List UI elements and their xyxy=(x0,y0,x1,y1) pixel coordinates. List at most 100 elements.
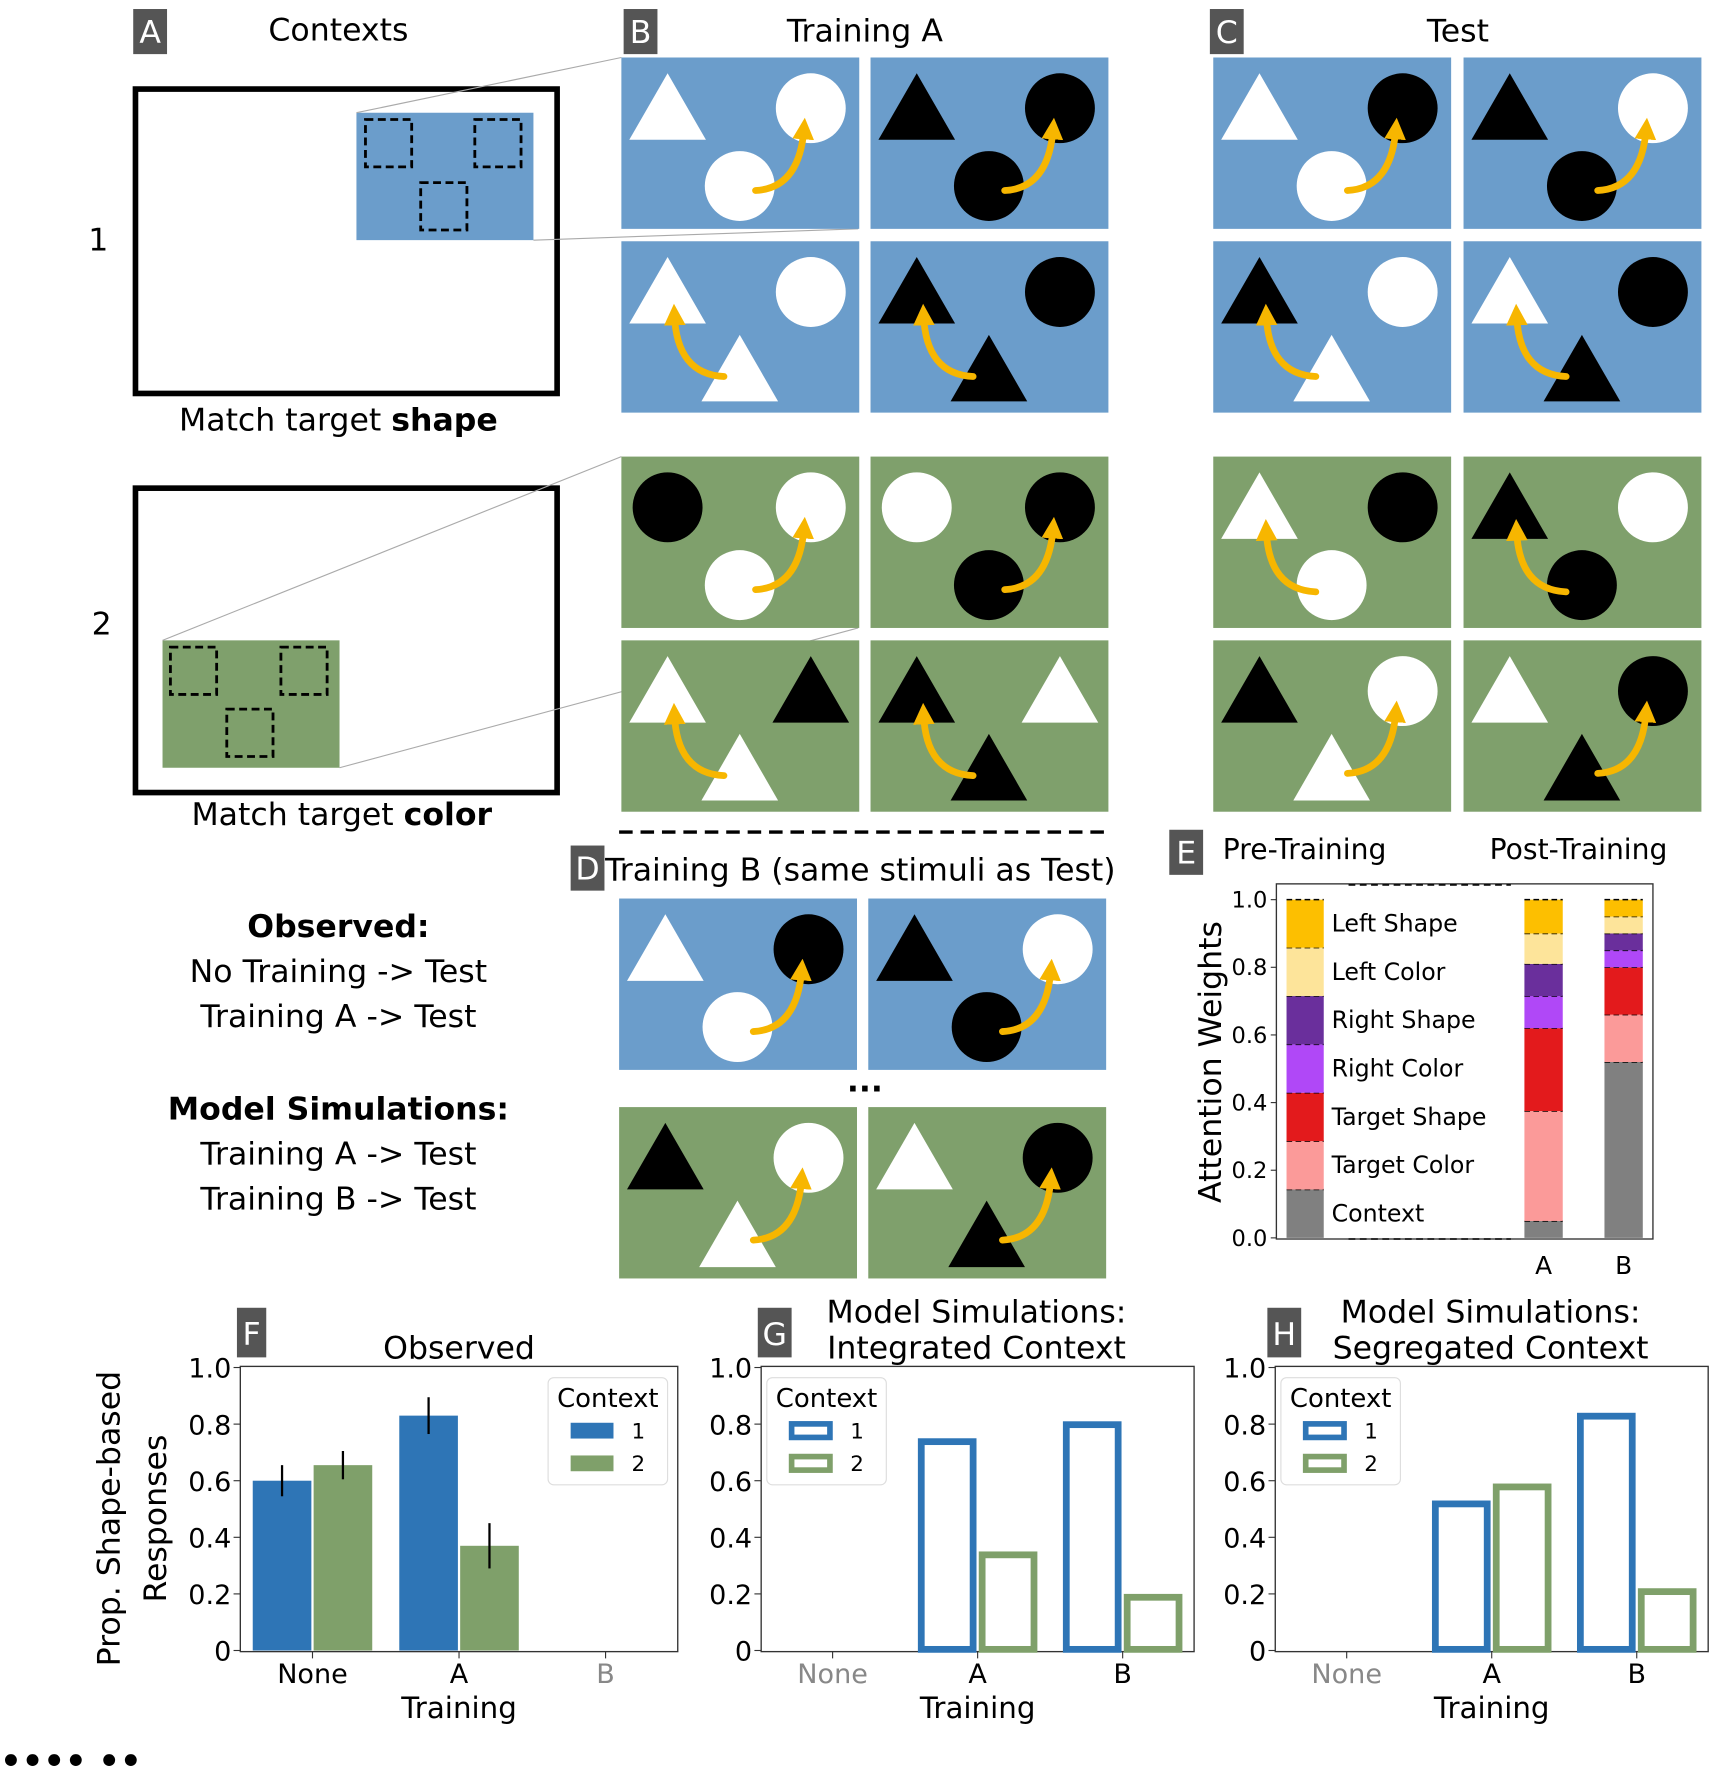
bar-context-2 xyxy=(1492,1483,1552,1653)
stimulus-tile xyxy=(621,241,860,413)
ellipsis: ... xyxy=(847,1063,883,1099)
bar-segment-context xyxy=(1286,1189,1324,1238)
integrated-context-chart: G Model Simulations: Integrated Context … xyxy=(709,1294,1195,1725)
zoom-connector-lines xyxy=(162,56,859,769)
connector-line xyxy=(356,56,622,114)
y-tick-label: 1.0 xyxy=(1223,1354,1266,1385)
legend-label: 1 xyxy=(850,1420,864,1445)
stimulus-tile xyxy=(1463,456,1702,628)
bar-context-1 xyxy=(1062,1421,1122,1653)
context-2-caption: Match target color xyxy=(191,797,492,833)
panel-label-box xyxy=(236,1307,267,1358)
white-triangle-left xyxy=(876,1122,953,1190)
connector-line xyxy=(533,228,859,241)
context-1-number: 1 xyxy=(88,222,108,258)
segment-label: Right Shape xyxy=(1332,1006,1476,1034)
model-heading: Model Simulations: xyxy=(168,1091,509,1127)
black-circle-right xyxy=(1367,472,1438,543)
stimulus-tile xyxy=(619,898,857,1070)
segment-label: Target Shape xyxy=(1331,1103,1487,1131)
context-1-screen xyxy=(132,86,560,397)
bar-context-1 xyxy=(1576,1412,1636,1653)
panel-label-box xyxy=(1267,1307,1302,1358)
stimulus-tile xyxy=(1213,57,1452,229)
bar-segment-target-color xyxy=(1286,1141,1324,1190)
white-triangle-target xyxy=(1293,334,1370,402)
white-circle-target xyxy=(1296,550,1367,621)
panel-label-f: F xyxy=(243,1317,261,1353)
panel-label-d: D xyxy=(575,851,599,887)
slot-left xyxy=(364,118,414,169)
context-2-slots xyxy=(169,645,329,758)
bar-segment-target-color xyxy=(1524,1111,1563,1221)
x-axis-label: Training xyxy=(919,1691,1036,1725)
chart-title-line2: Segregated Context xyxy=(1333,1331,1649,1367)
choice-arrow-icon xyxy=(1344,117,1406,194)
choice-arrow-icon xyxy=(913,303,977,380)
x-tick-label: B xyxy=(1113,1659,1132,1690)
bar-segment-target-shape xyxy=(1604,967,1643,1015)
context-2-background xyxy=(162,640,340,768)
black-circle-right xyxy=(1022,1122,1093,1193)
stimulus-tile xyxy=(870,241,1109,413)
black-circle-target xyxy=(1546,151,1617,221)
panel-label-box xyxy=(570,845,605,891)
bar-context-2 xyxy=(313,1465,373,1651)
footer-fragment: •••• •• xyxy=(0,1741,141,1770)
segment-label: Target Color xyxy=(1331,1151,1475,1179)
legend-label: 2 xyxy=(1364,1452,1378,1477)
legend: Context 1 2 xyxy=(1280,1377,1401,1486)
y-tick-label: 0 xyxy=(735,1637,752,1668)
y-tick-label: 0.8 xyxy=(1232,955,1268,981)
choice-arrow-icon xyxy=(913,702,977,780)
choice-arrow-icon xyxy=(999,1167,1061,1244)
black-triangle-left xyxy=(876,914,953,981)
panel-c-title: Test xyxy=(1426,14,1489,50)
white-circle-right xyxy=(773,1122,844,1193)
stimulus-tile xyxy=(868,898,1107,1070)
chart-title-line1: Model Simulations: xyxy=(827,1294,1127,1330)
stimulus-tile xyxy=(619,1107,857,1279)
white-triangle-left xyxy=(629,73,706,140)
y-tick-label: 0 xyxy=(214,1637,231,1668)
slot-right xyxy=(279,645,329,696)
black-triangle-left xyxy=(627,1122,704,1190)
legend-label: 1 xyxy=(632,1420,646,1445)
observed-item: Training A -> Test xyxy=(199,999,476,1035)
black-triangle-left xyxy=(1471,73,1549,140)
white-triangle-left xyxy=(1471,257,1549,324)
bar-context-2 xyxy=(978,1551,1038,1653)
black-triangle-left xyxy=(1221,257,1298,324)
x-tick-label: None xyxy=(277,1659,348,1690)
segment-label: Right Color xyxy=(1332,1054,1464,1082)
bar-segment-right-color xyxy=(1286,1044,1324,1093)
bar-segment-target-shape xyxy=(1524,1028,1563,1112)
x-tick-label: A xyxy=(1535,1251,1552,1280)
black-circle-target xyxy=(951,992,1022,1062)
y-tick-label: 0.6 xyxy=(1223,1467,1266,1498)
bar-context-1 xyxy=(1431,1500,1491,1653)
choice-arrow-icon xyxy=(1001,516,1064,594)
black-circle-right xyxy=(773,914,844,985)
panel-d-stimuli xyxy=(619,898,1107,1279)
bar-context-1 xyxy=(917,1438,977,1653)
white-triangle-left xyxy=(629,257,706,324)
white-circle-right xyxy=(1617,472,1688,543)
stimulus-tile xyxy=(1213,640,1452,812)
white-triangle-left xyxy=(1221,472,1298,539)
legend: Context 1 2 xyxy=(547,1377,669,1486)
black-triangle-right xyxy=(772,656,850,723)
choice-arrow-icon xyxy=(752,117,814,194)
panel-label-b: B xyxy=(630,15,652,51)
post-training-header: Post-Training xyxy=(1490,833,1668,866)
stimulus-tile xyxy=(870,640,1109,812)
panel-a: A Contexts 1 2 Match target shape Match … xyxy=(88,9,859,833)
legend-swatch-2 xyxy=(788,1453,833,1473)
x-tick-label: B xyxy=(596,1659,615,1690)
y-tick-label: 0.8 xyxy=(188,1410,231,1441)
stimulus-tile xyxy=(621,456,860,628)
bar-segment-context xyxy=(1524,1220,1563,1238)
panel-label-c: C xyxy=(1216,15,1238,51)
white-triangle-left xyxy=(1221,73,1298,140)
